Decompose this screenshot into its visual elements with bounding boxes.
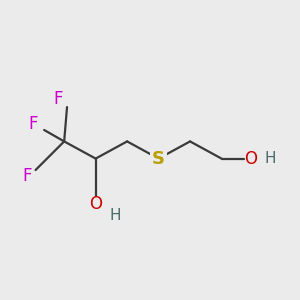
Text: H: H [110, 208, 122, 223]
Text: S: S [152, 150, 165, 168]
Text: F: F [22, 167, 32, 185]
Text: O: O [89, 195, 102, 213]
Text: F: F [28, 115, 38, 133]
Text: H: H [264, 151, 276, 166]
Text: F: F [54, 89, 63, 107]
Text: O: O [244, 150, 256, 168]
